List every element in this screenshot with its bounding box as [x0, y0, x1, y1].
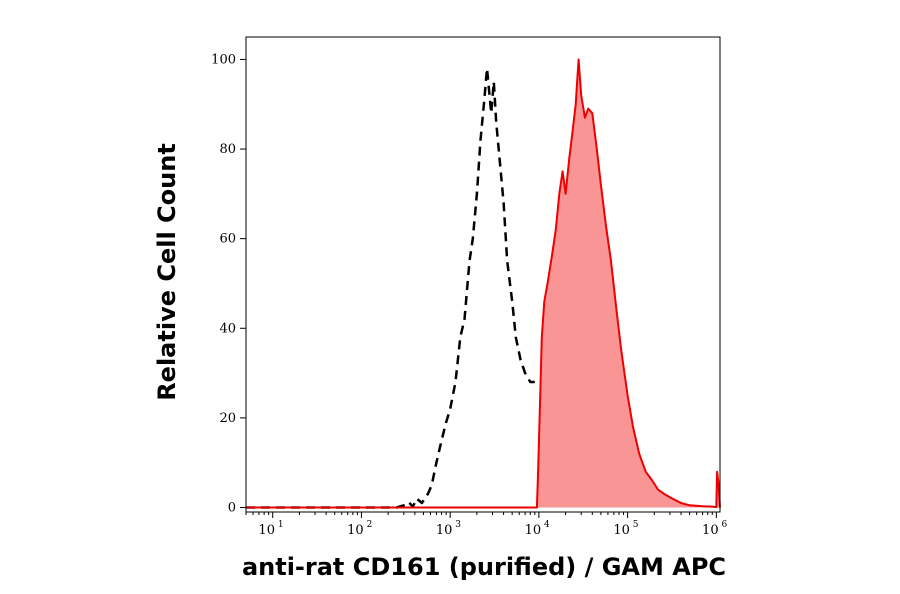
y-tick-label: 100: [211, 52, 236, 67]
x-tick-label: 10: [258, 523, 275, 538]
y-tick-label: 80: [219, 142, 236, 157]
x-tick-label: 10: [702, 523, 719, 538]
y-tick-label: 60: [219, 232, 236, 247]
y-tick-label: 0: [228, 501, 236, 516]
x-tick-label: 10: [525, 523, 542, 538]
x-tick-label: 10: [436, 523, 453, 538]
x-tick-exponent: 4: [544, 520, 550, 530]
x-tick-exponent: 5: [633, 520, 639, 530]
x-tick-exponent: 1: [278, 520, 284, 530]
y-tick-label: 20: [219, 411, 236, 426]
series-1-line: [246, 58, 721, 509]
x-tick-label: 10: [347, 523, 364, 538]
y-axis-title: Relative Cell Count: [153, 143, 181, 401]
x-tick-exponent: 6: [721, 520, 727, 530]
series-layer: [246, 58, 721, 509]
x-tick-exponent: 2: [367, 520, 373, 530]
series-0-line: [246, 67, 535, 509]
x-tick-exponent: 3: [455, 520, 461, 530]
x-axis-title: anti-rat CD161 (purified) / GAM APC: [242, 553, 726, 581]
x-axis-ticks: 10 1 10 2 10 3 10 4 10 5 10 6: [245, 512, 727, 538]
y-axis-ticks: 0 20 40 60 80 100: [211, 52, 246, 516]
plot-frame: [245, 36, 721, 513]
series-1-area: [246, 59, 720, 508]
y-tick-label: 40: [219, 321, 236, 336]
x-tick-label: 10: [613, 523, 630, 538]
